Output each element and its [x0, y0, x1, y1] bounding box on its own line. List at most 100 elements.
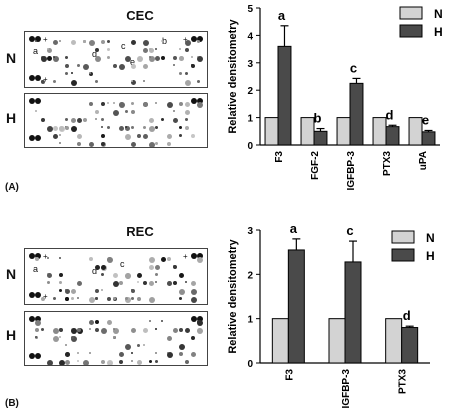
- blot-spot: [35, 135, 41, 141]
- blot-spot: [107, 126, 110, 129]
- legend-label-n: N: [426, 231, 435, 245]
- blot-spot: [29, 98, 35, 104]
- blot-spot: [119, 126, 124, 131]
- blot-spot: [71, 80, 77, 86]
- bar-n-igfbp-3: [328, 318, 346, 364]
- blot-spot: [71, 40, 76, 45]
- blot-spot: [179, 344, 185, 350]
- bar-h-ptx3: [385, 126, 400, 146]
- blot-spot: [191, 336, 195, 340]
- blot-spot: [89, 102, 93, 106]
- blot-spot: [35, 328, 39, 332]
- blot-spot: [155, 126, 158, 129]
- blot-spot: [119, 360, 123, 364]
- blot-spot: [59, 360, 65, 365]
- legend-swatch-n: [399, 6, 423, 20]
- blot-spot: [167, 142, 171, 146]
- blot-spot: [191, 289, 197, 295]
- blot-spot: [89, 72, 93, 76]
- blot-spot: [59, 142, 61, 144]
- blot-spot: [89, 257, 93, 261]
- blot-spot: [47, 126, 53, 132]
- blot-spot: [191, 316, 197, 322]
- blot-spot: [161, 320, 163, 322]
- y-tick-label: 0: [247, 141, 253, 152]
- blot-spot: [107, 320, 112, 325]
- blot-spot: [119, 352, 124, 357]
- blot-spot: [131, 40, 136, 45]
- blot-spot: [95, 56, 101, 62]
- blot-spot: [125, 126, 127, 128]
- blot-spot: [35, 75, 41, 81]
- blot-spot: [59, 40, 61, 42]
- blot-spot: [83, 118, 87, 122]
- blot-spot: [71, 126, 77, 132]
- blot-spot: [137, 360, 142, 365]
- blot-spot: [101, 126, 103, 128]
- blot-spot: [53, 40, 58, 45]
- blot-spot: [143, 40, 149, 46]
- y-tick-label: 3: [247, 226, 253, 237]
- blot-spot: [29, 292, 35, 298]
- category-label: F3: [274, 151, 285, 163]
- blot-spot: [101, 289, 103, 291]
- blot-spot: [197, 253, 203, 259]
- blot-spot: [29, 316, 35, 322]
- blot-spot: [185, 360, 189, 364]
- blot-spot: [161, 118, 164, 121]
- blot-spot: [113, 110, 119, 116]
- blot-spot: [191, 134, 195, 138]
- blot-spot: [191, 281, 196, 286]
- spot-letter-c: c: [120, 259, 125, 269]
- spot-letter-a: a: [33, 46, 39, 56]
- blot-spot: [35, 353, 41, 359]
- blot-spot: [89, 142, 94, 147]
- category-label: uPA: [418, 151, 429, 170]
- blot-spot: [113, 328, 119, 334]
- blot-spot: [107, 40, 110, 43]
- blot-spot: [53, 336, 59, 342]
- blot-spot: [107, 56, 110, 59]
- blot-spot: [125, 56, 131, 62]
- blot-spot: [191, 36, 197, 42]
- blot-spot: [131, 360, 133, 362]
- blot-spot: [101, 328, 107, 334]
- blot-spot: [41, 80, 44, 83]
- blot-spot: [65, 72, 68, 75]
- blot-spot: [143, 64, 148, 69]
- blot-spot: [197, 102, 203, 108]
- blot-spot: [149, 257, 155, 263]
- blot-spot: [197, 36, 203, 42]
- blot-spot: [125, 344, 131, 350]
- spot-letter-d: d: [92, 266, 98, 276]
- annotation-letter: c: [346, 223, 353, 238]
- blot-spot: [149, 56, 155, 62]
- bar-h-fgf-2: [313, 130, 328, 146]
- blot-title-cec: CEC: [126, 8, 154, 23]
- blot-spot: [83, 40, 86, 43]
- y-tick-label: 2: [247, 270, 253, 281]
- blot-spot: [113, 281, 119, 287]
- blot-spot: [191, 64, 195, 68]
- blot-spot: [125, 110, 128, 113]
- blot-spot: [59, 336, 61, 338]
- row-label-cec-h: H: [6, 110, 17, 126]
- blot-spot: [197, 98, 203, 104]
- row-label-cec-n: N: [6, 50, 17, 66]
- blot-spot: [173, 265, 177, 269]
- blot-spot: [185, 72, 188, 75]
- blot-spot: [89, 40, 95, 46]
- annotation-letter: e: [422, 112, 429, 127]
- blot-spot: [71, 336, 77, 342]
- blot-spot: [179, 134, 182, 137]
- blot-spot: [131, 142, 136, 147]
- blot-spot: [35, 253, 41, 259]
- blot-spot: [77, 64, 80, 67]
- blot-spot: [101, 40, 105, 44]
- blot-spot: [41, 328, 44, 331]
- blot-spot: [47, 273, 52, 278]
- blot-spot: [65, 126, 69, 130]
- blot-spot: [107, 102, 109, 104]
- plus-mark: +: [183, 252, 188, 261]
- blot-spot: [35, 36, 41, 42]
